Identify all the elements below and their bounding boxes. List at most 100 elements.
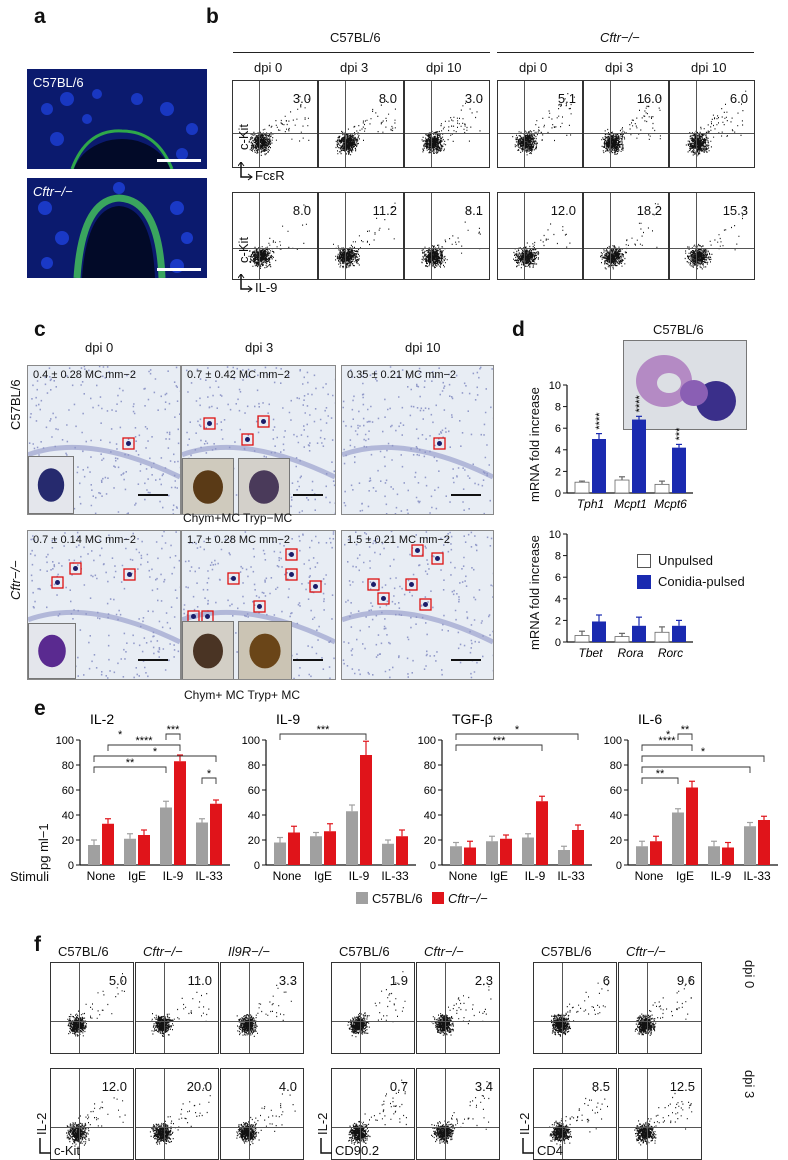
quadrant-value: 8.1 xyxy=(464,203,483,218)
significance-label: * xyxy=(153,746,158,758)
b-col-label: dpi 3 xyxy=(340,60,369,75)
y-tick-label: 0 xyxy=(616,860,622,872)
b-axis-arrow-row1 xyxy=(238,162,253,181)
quadrant-vline xyxy=(79,963,80,1053)
x-tick-label: IL-9 xyxy=(349,869,370,883)
quadrant-hline xyxy=(405,248,489,249)
y-tick-label: 0 xyxy=(555,637,561,649)
quadrant-vline xyxy=(360,1069,361,1159)
x-tick-label: None xyxy=(635,869,664,883)
bar xyxy=(722,847,734,865)
y-tick-label: 0 xyxy=(555,488,561,500)
x-tick-label: IL-9 xyxy=(711,869,732,883)
f-header-label: Il9R−/− xyxy=(228,944,270,959)
y-tick-label: 4 xyxy=(555,445,561,457)
f-axis-arrow xyxy=(39,1138,51,1154)
group-line-ko xyxy=(497,52,754,53)
quadrant-value: 3.0 xyxy=(464,91,483,106)
y-tick-label: 40 xyxy=(62,810,74,822)
f-xlabel: c-Kit xyxy=(54,1143,80,1158)
quadrant-vline xyxy=(610,193,611,279)
scatter-dots xyxy=(685,90,747,157)
quadrant-hline xyxy=(51,1127,133,1128)
quadrant-hline xyxy=(319,133,403,134)
quadrant-vline xyxy=(345,193,346,279)
b-flow-plot-row1: 3.0 xyxy=(404,80,490,168)
y-tick-label: 0 xyxy=(68,860,74,872)
e-ylabel: pg ml−1 xyxy=(36,823,51,870)
quadrant-value: 2.3 xyxy=(474,973,493,988)
significance-bracket xyxy=(641,744,693,751)
significance-bracket xyxy=(455,744,543,751)
bar xyxy=(632,419,646,493)
y-tick-label: 10 xyxy=(549,529,561,541)
b-flow-plot-row2: 11.2 xyxy=(318,192,404,280)
histology-texture xyxy=(28,531,180,679)
y-tick-label: 60 xyxy=(248,785,260,797)
quadrant-value: 8.0 xyxy=(292,203,311,218)
quadrant-value: 15.3 xyxy=(722,203,748,218)
bar xyxy=(650,841,662,865)
scale-bar xyxy=(157,268,201,271)
significance-label: * xyxy=(515,724,520,736)
quadrant-hline xyxy=(221,1021,303,1022)
f-flow-plot-row1: 9.6 xyxy=(618,962,702,1054)
chart-title: IL-6 xyxy=(638,711,662,727)
b-xlabel-row2: IL-9 xyxy=(255,280,278,295)
quadrant-value: 5.0 xyxy=(108,973,127,988)
cell-drawing xyxy=(37,468,65,502)
x-tick-label: None xyxy=(449,869,478,883)
c-inset-label-1: Chym+MC xyxy=(183,511,241,525)
quadrant-vline xyxy=(445,1069,446,1159)
f-header-label: C57BL/6 xyxy=(541,944,592,959)
significance-label: **** xyxy=(634,394,646,412)
b-flow-plot-row1: 3.0 xyxy=(232,80,318,168)
bar xyxy=(196,822,208,865)
histology-image: 1.5 ± 0.21 MC mm−2 xyxy=(341,530,494,680)
f-row-label-dpi0: dpi 0 xyxy=(742,960,757,989)
f-header-label: Cftr−/− xyxy=(143,944,183,959)
bar xyxy=(672,625,686,642)
significance-label: *** xyxy=(167,724,181,736)
scatter-dots xyxy=(67,973,125,1037)
quadrant-value: 3.3 xyxy=(278,973,297,988)
cell-inset xyxy=(238,621,292,679)
micrograph-a-ko-label: Cftr−/− xyxy=(33,184,73,199)
cell-inset xyxy=(182,621,234,679)
cell-drawing xyxy=(249,470,279,504)
quadrant-hline xyxy=(417,1021,499,1022)
bar xyxy=(672,447,686,493)
y-tick-label: 0 xyxy=(254,860,260,872)
y-tick-label: 80 xyxy=(610,760,622,772)
panel-label-c: c xyxy=(34,318,46,341)
f-flow-plot-row1: 11.0 xyxy=(135,962,219,1054)
y-tick-label: 80 xyxy=(248,760,260,772)
quadrant-value: 9.6 xyxy=(676,973,695,988)
group-line-wt xyxy=(233,52,490,53)
significance-label: * xyxy=(207,768,212,780)
panel-label-f: f xyxy=(34,933,41,956)
bar xyxy=(636,846,648,865)
y-tick-label: 80 xyxy=(62,760,74,772)
quadrant-hline xyxy=(417,1127,499,1128)
quadrant-vline xyxy=(524,81,525,167)
x-tick-label: None xyxy=(87,869,116,883)
c-row-label-ko: Cftr−/− xyxy=(8,560,23,600)
quadrant-vline xyxy=(164,1069,165,1159)
d-ylabel-bottom: mRNA fold increase xyxy=(527,535,542,650)
cell-inset xyxy=(238,458,290,514)
micrograph-texture xyxy=(41,89,198,169)
c-row-label-wt: C57BL/6 xyxy=(8,379,23,430)
bar xyxy=(396,836,408,865)
bar xyxy=(124,838,136,865)
mc-density-note: 0.4 ± 0.28 MC mm−2 xyxy=(33,369,136,381)
chart-title: TGF-β xyxy=(452,711,493,727)
x-tick-label: IL-33 xyxy=(743,869,771,883)
y-tick-label: 4 xyxy=(555,594,561,606)
x-tick-label: IL-33 xyxy=(557,869,585,883)
bar xyxy=(310,836,322,865)
b-col-label: dpi 10 xyxy=(691,60,727,75)
bar xyxy=(572,830,584,865)
f-header-label: C57BL/6 xyxy=(339,944,390,959)
histology-texture xyxy=(182,531,335,679)
